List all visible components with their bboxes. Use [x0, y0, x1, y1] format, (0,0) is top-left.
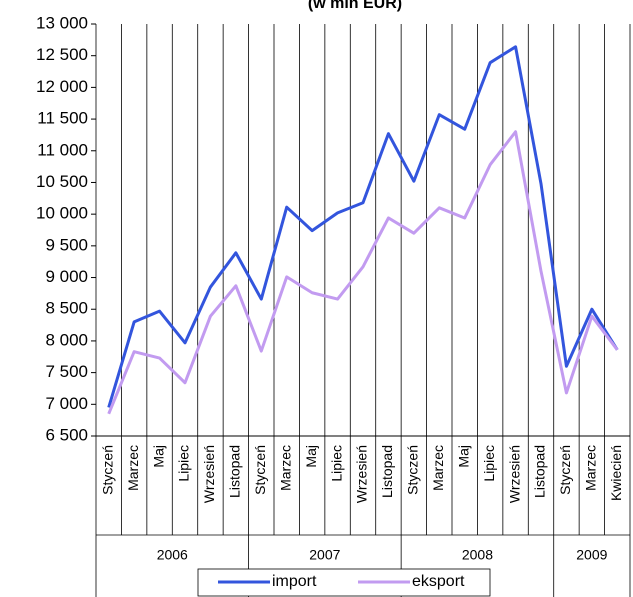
- x-tick-label: Maj: [303, 445, 319, 468]
- year-label: 2009: [576, 547, 607, 563]
- y-tick-label: 11 500: [37, 109, 88, 128]
- y-tick-label: 11 000: [37, 140, 88, 159]
- y-tick-label: 8 500: [45, 299, 88, 318]
- y-tick-label: 6 500: [45, 425, 88, 444]
- line-series: [107, 45, 619, 408]
- x-tick-label: Marzec: [277, 445, 293, 491]
- x-tick-label: Marzec: [583, 445, 599, 491]
- x-tick-label: Listopad: [379, 445, 395, 498]
- x-tick-label: Marzec: [125, 445, 141, 491]
- x-tick-label: Wrzesień: [201, 445, 217, 503]
- y-tick-label: 7 000: [45, 394, 88, 413]
- x-tick-label: Styczeń: [252, 445, 268, 495]
- x-tick-label: Styczeń: [557, 445, 573, 495]
- line-series: [107, 130, 619, 415]
- x-tick-label: Listopad: [532, 445, 548, 498]
- x-tick-label: Styczeń: [99, 445, 115, 495]
- y-tick-label: 12 500: [36, 45, 88, 64]
- y-tick-label: 9 000: [45, 267, 88, 286]
- legend-label: eksport: [412, 573, 465, 590]
- y-tick-label: 10 000: [36, 204, 88, 223]
- y-tick-label: 7 500: [45, 362, 88, 381]
- x-tick-label: Lipiec: [176, 445, 192, 482]
- chart-title: (w mln EUR): [308, 0, 402, 12]
- x-tick-label: Styczeń: [405, 445, 421, 495]
- y-tick-label: 9 500: [45, 235, 88, 254]
- x-tick-label: Listopad: [227, 445, 243, 498]
- year-label: 2006: [157, 547, 188, 563]
- year-label: 2008: [462, 547, 493, 563]
- x-tick-label: Wrzesień: [354, 445, 370, 503]
- legend-label: import: [272, 573, 317, 590]
- x-tick-label: Wrzesień: [506, 445, 522, 503]
- x-tick-label: Marzec: [430, 445, 446, 491]
- y-tick-label: 12 000: [36, 77, 88, 96]
- x-tick-label: Maj: [455, 445, 471, 468]
- y-tick-label: 13 000: [36, 13, 88, 32]
- x-tick-label: Kwiecień: [608, 445, 624, 501]
- x-tick-label: Maj: [150, 445, 166, 468]
- year-label: 2007: [309, 547, 340, 563]
- y-tick-label: 8 000: [45, 330, 88, 349]
- x-tick-label: Lipiec: [481, 445, 497, 482]
- y-tick-label: 10 500: [36, 172, 88, 191]
- x-tick-label: Lipiec: [328, 445, 344, 482]
